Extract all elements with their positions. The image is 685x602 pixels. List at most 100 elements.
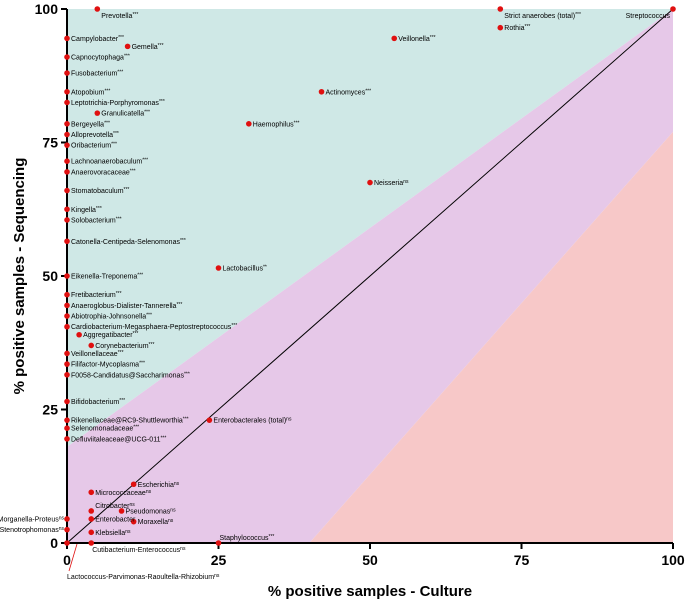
- data-point: [64, 291, 70, 298]
- point-label: Streptococcus: [626, 13, 671, 20]
- data-point: [64, 302, 70, 309]
- data-point: [215, 540, 222, 546]
- data-point: [64, 169, 70, 175]
- point-label: Capnocytophaga***: [71, 54, 130, 62]
- data-point: [391, 35, 398, 42]
- point-label-significance: ***: [133, 425, 139, 431]
- data-point: [88, 540, 95, 546]
- point-label: Aggregatibacter***: [83, 331, 138, 339]
- data-point: [64, 417, 70, 423]
- data-point: [64, 217, 70, 223]
- point-label-name: Capnocytophaga: [71, 55, 124, 62]
- data-point: [64, 88, 70, 95]
- point-label-name: Staphylococcus: [220, 535, 270, 542]
- point-label-name: Fretibacterium: [71, 292, 116, 299]
- point-label-name: Aggregatibacter: [83, 332, 133, 339]
- point-label-significance: ns: [286, 417, 292, 423]
- leader-line: [68, 543, 78, 572]
- point-label: Veillonella***: [398, 35, 435, 43]
- data-point: [206, 417, 213, 423]
- point-label: Corynebacterium***: [95, 342, 154, 350]
- point-label-name: Anaerovoracaceae: [71, 169, 130, 176]
- data-point: [94, 6, 101, 12]
- y-tick-label: 100: [35, 1, 59, 17]
- x-axis-title: % positive samples - Culture: [268, 583, 472, 600]
- point-label-significance: ***: [180, 238, 186, 244]
- data-point: [64, 142, 70, 148]
- data-point: [124, 43, 131, 50]
- point-label-significance: ***: [269, 534, 275, 540]
- x-tick-label: 100: [661, 552, 685, 568]
- point-label-name: Defluviitaleaceae@UCG-011: [71, 436, 161, 443]
- point-label-name: Klebsiella: [95, 530, 125, 537]
- point-label-name: Rikenellaceae@RC9-Shuttleworthia: [71, 418, 183, 425]
- point-label-name: Alloprevotella: [71, 132, 113, 139]
- y-ticks: 0 25 50 75 100: [35, 1, 67, 551]
- point-label: Neisserians: [374, 179, 409, 187]
- point-label-name: Oribacterium: [71, 143, 111, 150]
- data-point: [318, 88, 325, 95]
- point-label-name: Prevotella: [101, 13, 132, 20]
- point-label-significance: ***: [116, 291, 122, 297]
- point-label: Fusobacterium***: [71, 70, 123, 78]
- point-label: Klebsiellans: [95, 529, 131, 537]
- data-point: [64, 323, 70, 330]
- data-point: [246, 121, 252, 127]
- point-label: Leptotrichia-Porphyromonas***: [71, 99, 165, 107]
- point-label-significance: ns: [59, 515, 65, 521]
- point-label: Enterobacter: [95, 516, 136, 523]
- point-label-name: Gemella: [132, 44, 158, 51]
- point-label: Abiotrophia-Johnsonella***: [71, 313, 152, 321]
- point-label-name: Moraxella: [138, 519, 168, 526]
- point-label-significance: ***: [146, 313, 152, 319]
- point-label-name: Corynebacterium: [95, 343, 148, 350]
- point-label: Selenomonadaceae***: [71, 425, 139, 433]
- point-label-significance: ***: [116, 216, 122, 222]
- point-label-significance: ***: [525, 24, 531, 30]
- point-label: Kingella***: [71, 206, 102, 214]
- point-label-name: Stenotrophomonas: [0, 527, 59, 534]
- y-tick-label: 75: [42, 135, 58, 151]
- data-point: [64, 54, 70, 60]
- point-label-significance: ***: [139, 361, 145, 367]
- point-label: Cutibacterium-Enterococcusns: [92, 546, 186, 554]
- data-point: [130, 481, 137, 488]
- point-label-significance: ***: [124, 54, 130, 60]
- data-point: [64, 238, 70, 245]
- data-point: [64, 70, 70, 76]
- point-label: Alloprevotella***: [71, 131, 119, 139]
- data-point: [497, 24, 504, 31]
- identity-diagonal-line: [66, 8, 674, 544]
- point-label: Atopobium***: [71, 88, 110, 96]
- point-label-name: Enterobacterales (total): [213, 418, 286, 425]
- point-label: Rothia***: [504, 24, 530, 32]
- point-label-significance: ***: [142, 158, 148, 164]
- point-label-name: Strict anaerobes (total): [504, 13, 575, 20]
- point-label: Stomatobaculum***: [71, 187, 129, 195]
- point-label-significance: ***: [132, 12, 138, 18]
- point-label: Defluviitaleaceae@UCG-011***: [71, 435, 166, 443]
- point-label-significance: ns: [129, 502, 135, 508]
- data-point: [130, 518, 137, 525]
- point-label-significance: ns: [214, 573, 220, 579]
- point-label: Haemophilus***: [253, 120, 300, 128]
- point-label-name: Leptotrichia-Porphyromonas: [71, 100, 159, 107]
- data-point: [64, 273, 70, 279]
- point-label-significance: ns: [125, 529, 131, 535]
- point-label-significance: ***: [158, 43, 164, 49]
- point-label-name: Bifidobacterium: [71, 399, 119, 406]
- point-label-significance: ***: [294, 120, 300, 126]
- axes: 0 25 50 75 100 0 25 50 75 100: [35, 1, 685, 568]
- point-label-name: Veillonellaceae: [71, 351, 118, 358]
- data-point: [64, 526, 70, 533]
- point-labels: Prevotella*** Strict anaerobes (total)***…: [0, 12, 670, 581]
- point-label-significance: ***: [144, 110, 150, 116]
- point-label-significance: ***: [124, 187, 130, 193]
- point-label-name: Solobacterium: [71, 217, 116, 224]
- data-point: [64, 99, 70, 106]
- x-tick-label: 0: [63, 552, 71, 568]
- point-label: F0058-Candidatus@Saccharimonas***: [71, 371, 190, 379]
- point-label-significance: ***: [118, 35, 124, 41]
- x-tick-label: 25: [211, 552, 227, 568]
- point-label: Lactobacillus**: [223, 264, 267, 272]
